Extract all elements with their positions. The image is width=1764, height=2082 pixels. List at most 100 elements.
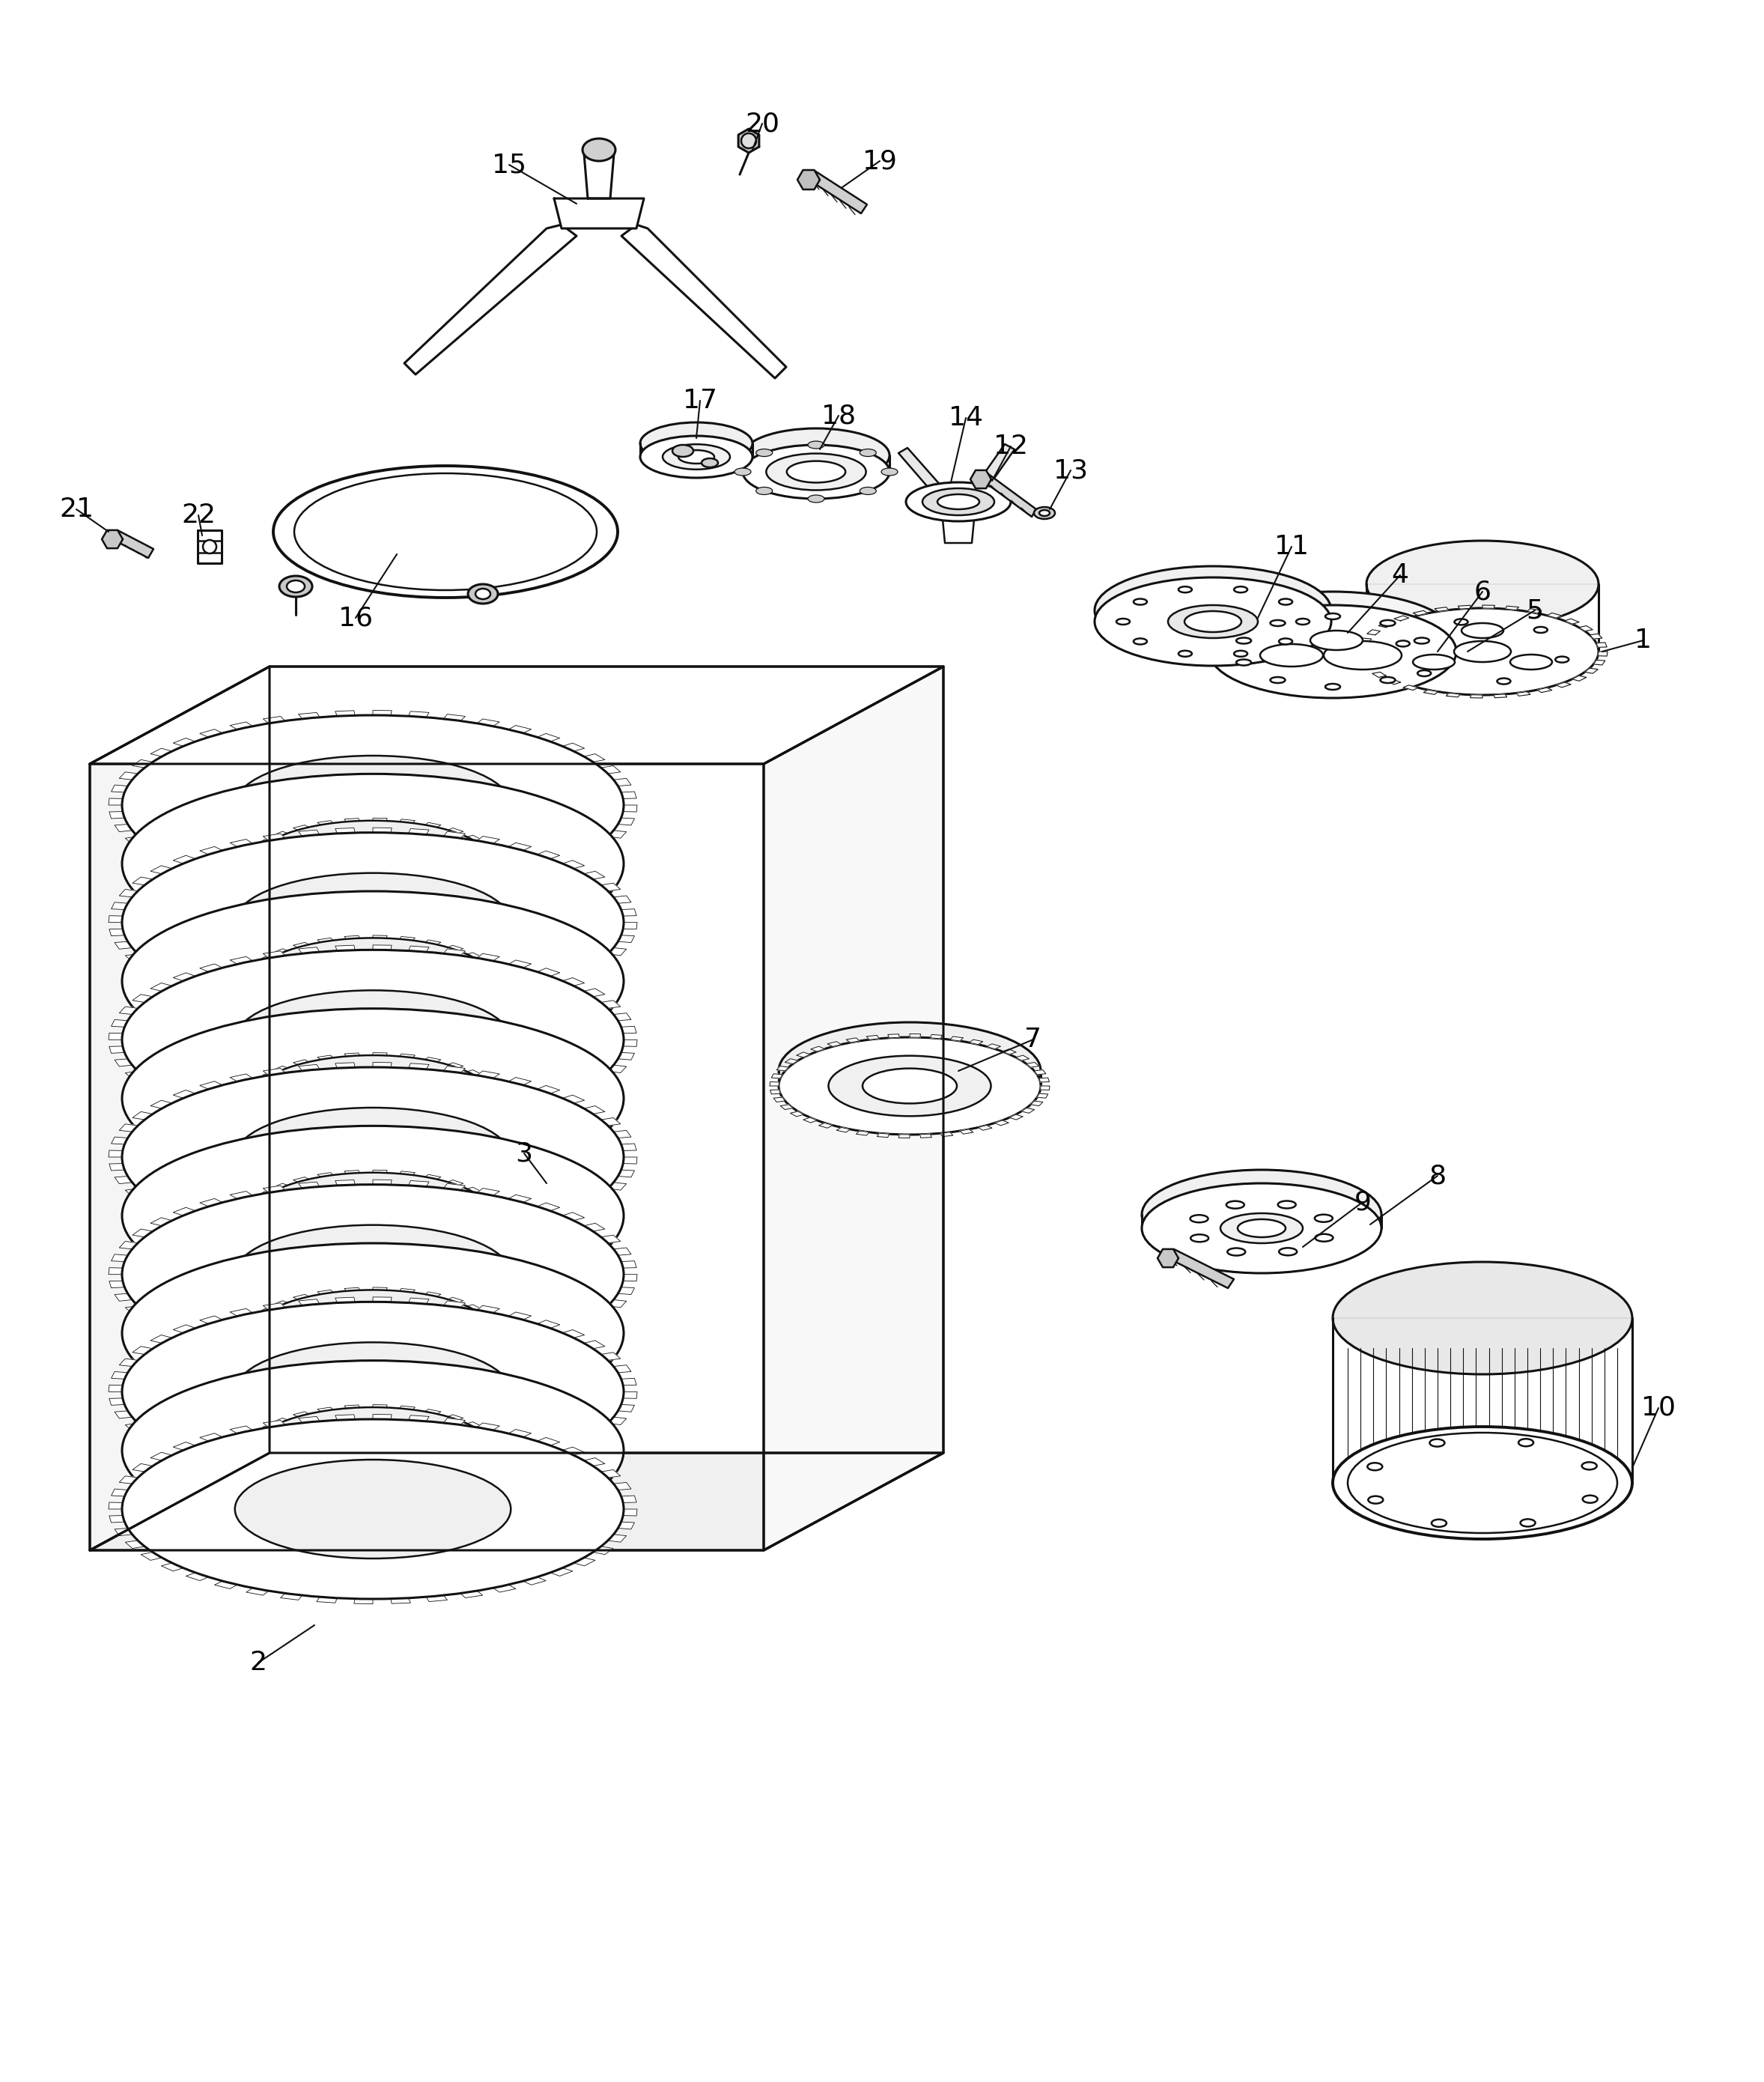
Polygon shape — [550, 1568, 573, 1576]
Ellipse shape — [1270, 677, 1286, 683]
Polygon shape — [109, 916, 123, 922]
Polygon shape — [252, 879, 265, 883]
Polygon shape — [1372, 672, 1387, 677]
Polygon shape — [161, 860, 183, 866]
Polygon shape — [372, 1297, 392, 1301]
Polygon shape — [796, 1051, 810, 1058]
Polygon shape — [392, 1480, 411, 1487]
Ellipse shape — [1325, 614, 1341, 618]
Polygon shape — [475, 1235, 489, 1241]
Polygon shape — [1367, 629, 1379, 635]
Polygon shape — [573, 970, 594, 979]
Ellipse shape — [252, 820, 494, 908]
Polygon shape — [293, 1176, 309, 1183]
Polygon shape — [563, 1095, 584, 1103]
Text: 20: 20 — [744, 110, 780, 135]
Ellipse shape — [679, 450, 714, 464]
Polygon shape — [344, 1170, 360, 1174]
Ellipse shape — [1413, 654, 1455, 670]
Text: 15: 15 — [492, 152, 526, 177]
Polygon shape — [425, 1058, 441, 1062]
Ellipse shape — [1141, 1183, 1381, 1274]
Polygon shape — [1016, 1056, 1028, 1060]
Polygon shape — [459, 1360, 473, 1366]
Polygon shape — [425, 822, 441, 827]
Polygon shape — [621, 1495, 637, 1503]
Polygon shape — [1572, 677, 1586, 681]
Polygon shape — [774, 1097, 785, 1101]
Polygon shape — [109, 797, 123, 806]
Polygon shape — [298, 1183, 319, 1189]
Polygon shape — [981, 473, 1035, 516]
Ellipse shape — [279, 577, 312, 598]
Ellipse shape — [829, 1056, 991, 1116]
Polygon shape — [280, 1593, 302, 1599]
Polygon shape — [141, 1553, 162, 1559]
Polygon shape — [280, 1360, 302, 1366]
Polygon shape — [563, 979, 584, 987]
Polygon shape — [150, 1218, 173, 1226]
Polygon shape — [609, 831, 626, 839]
Polygon shape — [247, 885, 268, 891]
Ellipse shape — [1279, 1247, 1297, 1255]
Ellipse shape — [808, 496, 824, 502]
Ellipse shape — [672, 446, 693, 456]
Polygon shape — [111, 1372, 127, 1378]
Ellipse shape — [787, 460, 845, 483]
Polygon shape — [386, 1022, 402, 1026]
Polygon shape — [404, 225, 577, 375]
Polygon shape — [623, 1391, 637, 1399]
Polygon shape — [524, 1224, 545, 1233]
Polygon shape — [593, 1547, 614, 1555]
Polygon shape — [602, 999, 621, 1008]
Ellipse shape — [1238, 1220, 1286, 1237]
Polygon shape — [358, 1260, 372, 1262]
Ellipse shape — [1221, 1214, 1304, 1243]
Ellipse shape — [1039, 510, 1050, 516]
Polygon shape — [487, 1343, 497, 1349]
Polygon shape — [400, 1172, 415, 1174]
Ellipse shape — [1117, 618, 1129, 625]
Ellipse shape — [741, 133, 757, 148]
Polygon shape — [524, 872, 545, 881]
Polygon shape — [1034, 1070, 1046, 1074]
Polygon shape — [215, 1580, 238, 1589]
Polygon shape — [413, 1020, 429, 1024]
Polygon shape — [102, 531, 123, 548]
Polygon shape — [386, 1258, 402, 1262]
Ellipse shape — [757, 450, 773, 456]
Polygon shape — [413, 904, 429, 908]
Polygon shape — [459, 1243, 473, 1247]
Polygon shape — [475, 999, 489, 1006]
Polygon shape — [573, 1205, 594, 1214]
Polygon shape — [392, 1599, 411, 1603]
Polygon shape — [372, 945, 392, 949]
Polygon shape — [109, 929, 125, 937]
Polygon shape — [161, 1093, 183, 1101]
Ellipse shape — [122, 1301, 624, 1482]
Polygon shape — [386, 1141, 402, 1143]
Polygon shape — [252, 995, 265, 1001]
Ellipse shape — [235, 1224, 512, 1324]
Polygon shape — [602, 1118, 621, 1126]
Polygon shape — [247, 1118, 268, 1126]
Polygon shape — [437, 1249, 453, 1255]
Polygon shape — [215, 995, 238, 1001]
Polygon shape — [280, 1124, 302, 1131]
Polygon shape — [494, 1233, 515, 1241]
Polygon shape — [437, 1366, 453, 1372]
Polygon shape — [386, 1374, 402, 1378]
Ellipse shape — [1314, 1214, 1332, 1222]
Ellipse shape — [1259, 643, 1323, 666]
Polygon shape — [318, 893, 337, 899]
Polygon shape — [1039, 1078, 1050, 1083]
Polygon shape — [111, 1020, 127, 1026]
Ellipse shape — [1455, 618, 1468, 625]
Polygon shape — [229, 839, 252, 847]
Text: 7: 7 — [1025, 1026, 1043, 1051]
Ellipse shape — [1279, 600, 1293, 604]
Ellipse shape — [122, 1008, 624, 1189]
Polygon shape — [467, 1422, 482, 1428]
Polygon shape — [318, 1407, 333, 1412]
Polygon shape — [623, 1039, 637, 1047]
